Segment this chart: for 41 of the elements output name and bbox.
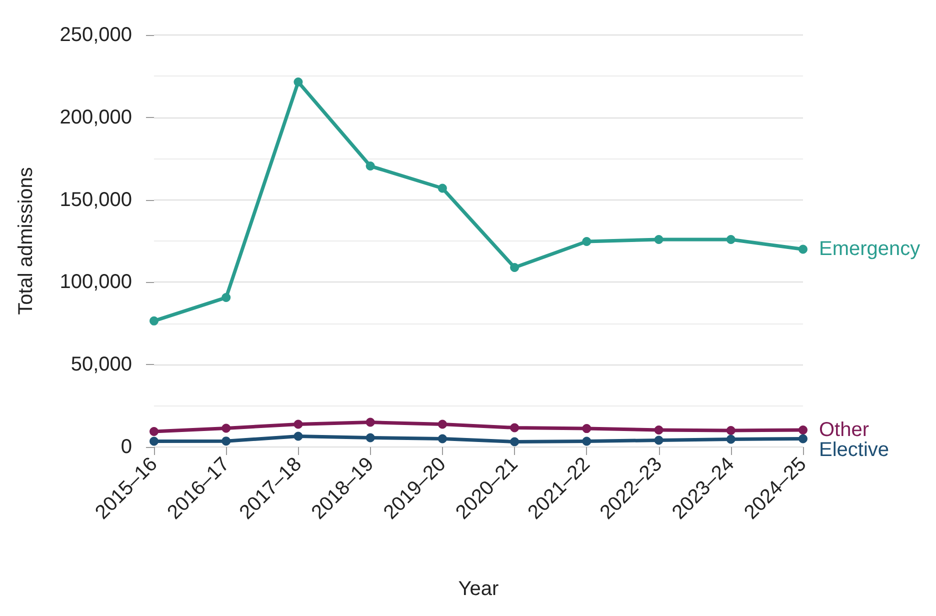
x-axis-title: Year: [458, 578, 500, 600]
point: [366, 162, 375, 171]
point: [510, 263, 520, 272]
point: [798, 244, 808, 254]
point: [366, 418, 375, 427]
point: [438, 434, 447, 444]
point: [294, 420, 303, 429]
point: [654, 436, 664, 445]
y-axis-title: Total admissions: [15, 167, 37, 315]
point: [222, 424, 231, 433]
y-tick-label: 150,000: [60, 188, 132, 211]
point: [222, 293, 231, 302]
point: [726, 426, 736, 436]
series-label: Emergency: [819, 238, 920, 260]
point: [510, 437, 520, 446]
point: [726, 434, 736, 444]
point: [294, 432, 303, 441]
point: [654, 426, 664, 435]
point: [798, 434, 808, 444]
point: [582, 424, 592, 434]
y-tick-label: 250,000: [60, 24, 132, 46]
point: [582, 236, 592, 246]
point: [798, 426, 808, 435]
y-tick-label: 50,000: [70, 354, 132, 376]
y-tick-label: 0: [120, 436, 132, 458]
y-tick-label: 100,000: [60, 271, 132, 294]
point: [438, 184, 447, 193]
point: [366, 433, 375, 442]
point: [438, 420, 447, 429]
point: [150, 427, 158, 436]
series-label: Elective: [819, 439, 890, 462]
y-tick-label: 200,000: [60, 106, 132, 128]
point: [222, 436, 231, 446]
point: [294, 77, 303, 86]
series-label: Other: [819, 419, 870, 442]
point: [654, 235, 664, 244]
point: [726, 235, 736, 244]
point: [150, 436, 158, 446]
point: [582, 436, 592, 446]
point: [150, 316, 158, 326]
point: [510, 423, 520, 432]
